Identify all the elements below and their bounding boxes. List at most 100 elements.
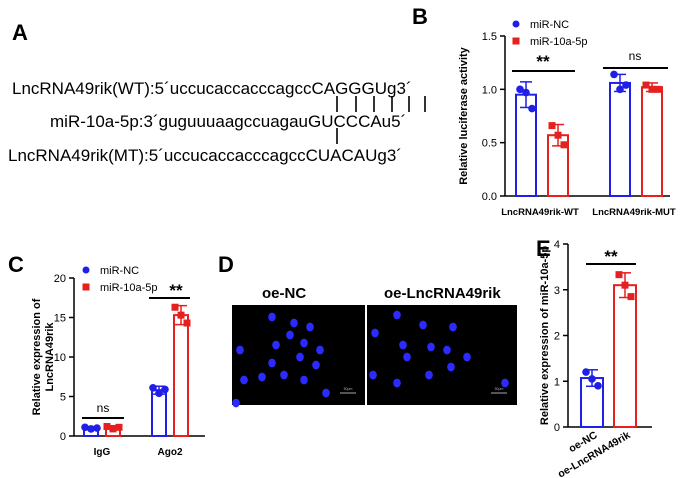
nucleus [232,398,240,408]
y-tick-label: 5 [60,392,66,404]
series-mir-point [548,122,556,130]
nucleus [393,378,401,388]
nucleus [268,312,276,322]
sig-label: ** [536,52,550,71]
x-tick-label: IgG [94,447,111,458]
bar-oe-lnc-point [621,281,629,289]
nucleus [403,352,411,362]
pairing-lines-mt [336,128,338,144]
series-nc-point [93,424,101,432]
nucleus [268,358,276,368]
legend-label: miR-10a-5p [530,36,587,48]
y-tick-label: 0.0 [482,191,497,203]
panel-label-a: A [12,20,28,45]
series-nc-point [522,88,530,97]
nucleus [280,370,288,380]
nucleus [306,322,314,332]
panel-label-d: D [218,252,234,277]
bar-oe-lnc-point [627,293,635,301]
legend-label: miR-NC [530,19,569,31]
nucleus [240,375,248,385]
seq-mir: miR-10a-5p:3´guguuuaagccuagauGUCCCAu5´ [50,112,407,131]
nucleus [312,360,320,370]
legend-marker [82,266,90,274]
legend-marker [512,20,520,28]
y-axis-label-line: LncRNA49rik [44,322,56,392]
nucleus [236,345,244,355]
panel-label-e: E [536,236,551,261]
seq-wt: LncRNA49rik(WT):5´uccucaccacccagccCAGGGU… [12,79,412,98]
legend-marker [82,283,90,291]
y-tick-label: 3 [554,285,560,297]
bar-oe-nc-point [594,382,602,390]
y-axis-label: Relative expression of miR-10a-5p [539,246,551,425]
series-nc-point [149,384,157,392]
nucleus [447,362,455,372]
series-mir-point [654,85,662,93]
scale-bar-label: 50μm [344,387,353,391]
y-tick-label: 4 [554,239,560,251]
x-tick-label: LncRNA49rik-MUT [592,207,676,218]
legend-label: miR-NC [100,265,139,277]
series-nc-point [610,70,618,79]
x-tick-label: LncRNA49rik-WT [501,207,579,218]
micro-title-nc: oe-NC [262,285,307,302]
nucleus [290,318,298,328]
nucleus [286,330,294,340]
y-axis-label: Relative luciferase activity [458,46,470,184]
series-nc-point [528,104,536,113]
nucleus [371,328,379,338]
series-mir-point [183,319,191,327]
series-mir-point [109,425,117,433]
y-tick-label: 10 [54,352,66,364]
bar-oe-nc-point [588,375,596,383]
nucleus [427,342,435,352]
nucleus [501,378,509,388]
y-tick-label: 1 [554,376,560,388]
nucleus [258,372,266,382]
sig-label: ns [629,49,642,63]
series-nc-point [87,425,95,433]
bar-oe-lnc-bar [613,284,637,428]
y-tick-label: 15 [54,313,66,325]
bar-oe-nc-point [582,368,590,376]
y-tick-label: 1.0 [482,84,497,96]
series-mir-point [554,131,562,139]
bar-oe-lnc-point [615,271,623,279]
nucleus [399,340,407,350]
series-mir-point [642,81,650,89]
sig-label: ** [604,247,618,266]
panel-label-c: C [8,252,24,277]
series-mir-point [177,311,185,319]
series-nc-point [161,385,169,394]
nucleus [463,352,471,362]
y-tick-label: 1.5 [482,31,497,43]
series-mir-point [115,423,123,431]
nucleus [272,340,280,350]
series-mir-point [103,423,111,431]
y-tick-label: 20 [54,273,66,285]
nucleus [300,375,308,385]
micro-image-oe: 50μm [367,305,517,405]
nucleus [296,352,304,362]
sig-label: ns [97,401,110,415]
y-tick-label: 2 [554,331,560,343]
micro-title-oe: oe-LncRNA49rik [384,285,501,302]
y-axis-label-line: Relative expression of [31,298,43,415]
y-axis-label: Relative expression ofLncRNA49rik [31,298,56,415]
series-nc-point [81,423,89,432]
panel-label-b: B [412,4,428,29]
pairing-lines [336,96,426,112]
y-tick-label: 0 [60,431,66,443]
nucleus [393,310,401,320]
legend-marker [512,37,520,45]
nucleus [316,345,324,355]
nucleus [425,370,433,380]
x-tick-label: Ago2 [158,447,183,458]
nucleus [300,338,308,348]
nucleus [369,370,377,380]
series-nc-point [616,85,624,94]
